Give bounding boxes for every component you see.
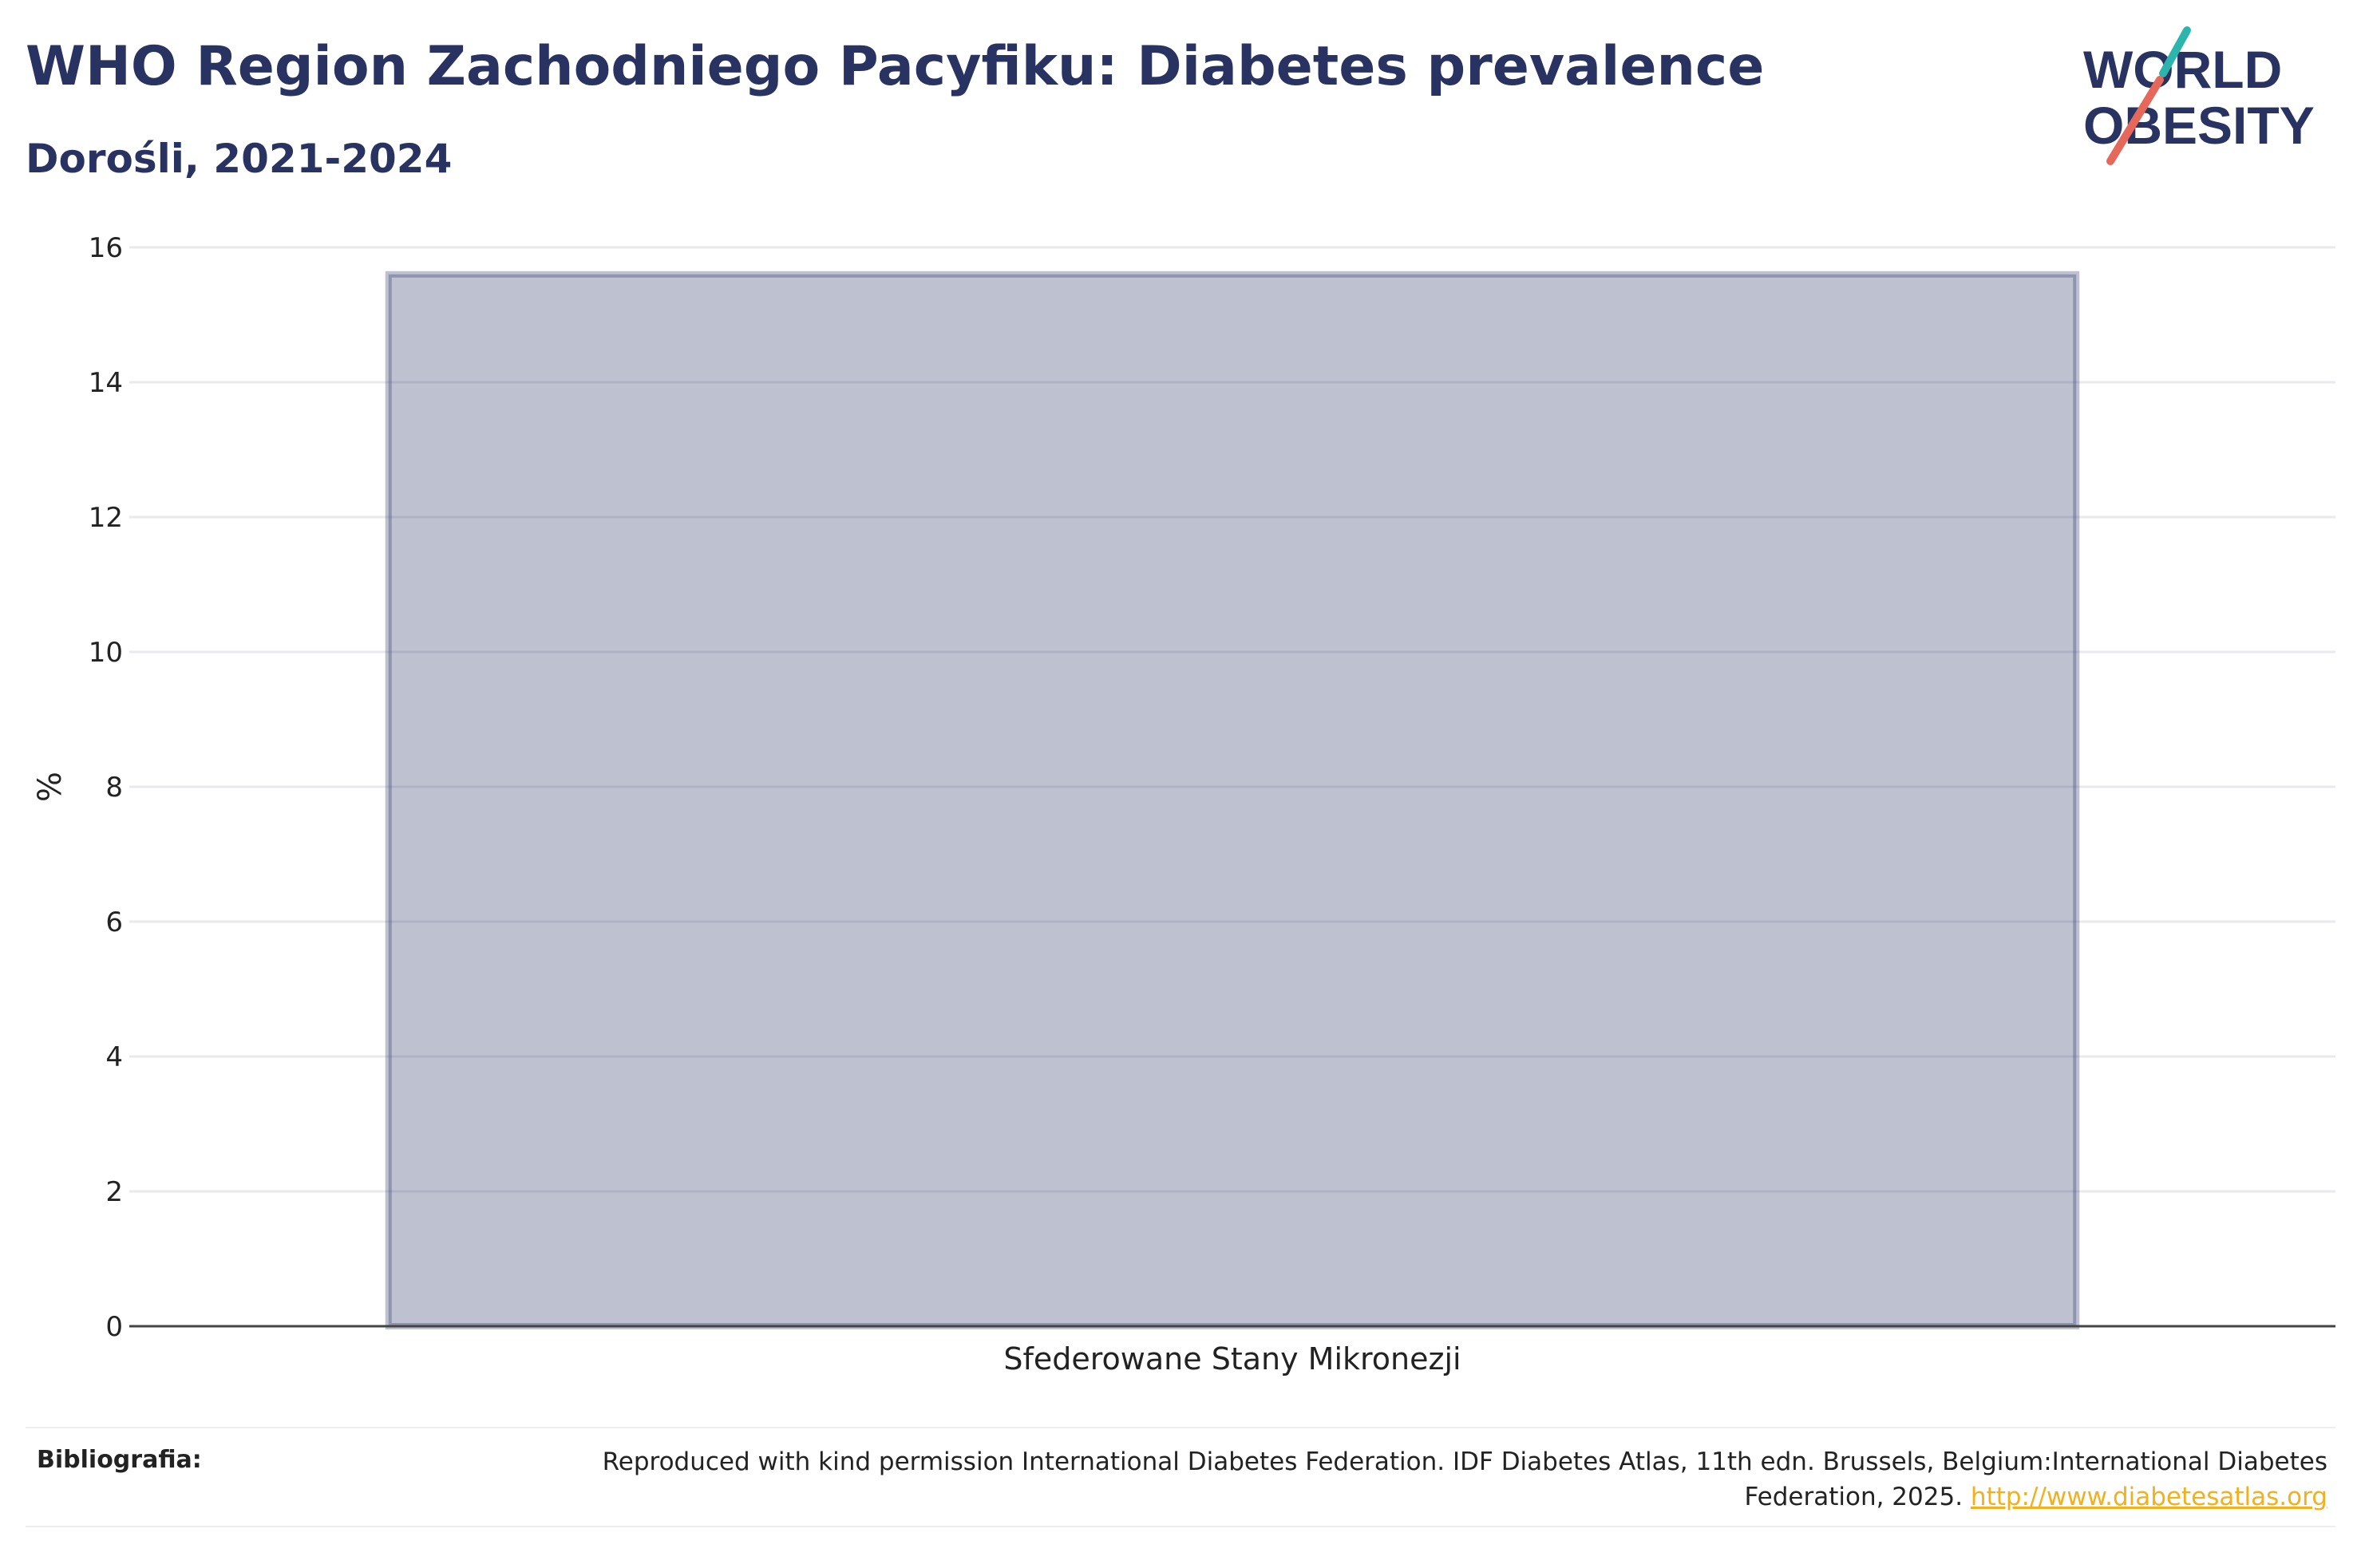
y-tick-label: 2 xyxy=(105,1176,123,1208)
bibliography-link[interactable]: http://www.diabetesatlas.org xyxy=(1970,1483,2327,1511)
y-tick-label: 12 xyxy=(89,502,123,534)
y-tick-label: 8 xyxy=(105,772,123,804)
bibliography-label: Bibliografia: xyxy=(37,1446,202,1474)
chart-subtitle: Dorośli, 2021-2024 xyxy=(26,136,453,182)
footer-divider-top xyxy=(26,1427,2335,1428)
bar-0[interactable] xyxy=(385,271,2080,1329)
logo-word-world: WORLD xyxy=(2083,40,2282,99)
bibliography-citation: Reproduced with kind permission Internat… xyxy=(602,1448,2327,1511)
y-tick-label: 10 xyxy=(89,637,123,669)
footer-divider-bottom xyxy=(26,1526,2335,1527)
grid-lines xyxy=(129,246,2335,1193)
bar-chart: 0 2 4 6 8 10 12 14 16 Sfederowane Stany Mikronezj… xyxy=(32,232,2335,1376)
bars xyxy=(385,271,2080,1329)
x-tick-label: Sfederowane Stany Mikronezji xyxy=(1003,1341,1461,1376)
axes: 0 2 4 6 8 10 12 14 16 Sfederowane Stany Mikronezj… xyxy=(32,232,2335,1376)
y-tick-label: 4 xyxy=(105,1041,123,1073)
bibliography-text: Reproduced with kind permission Internat… xyxy=(571,1444,2327,1515)
y-axis-label: % xyxy=(32,772,69,802)
logo-slash-bottom xyxy=(2106,76,2164,165)
y-tick-label: 6 xyxy=(105,906,123,938)
y-tick-label: 16 xyxy=(89,232,123,264)
logo-slash-top xyxy=(2159,26,2191,77)
y-tick-label: 14 xyxy=(89,367,123,399)
world-obesity-logo: WORLD OBESITY xyxy=(2083,26,2315,165)
y-tick-label: 0 xyxy=(105,1311,123,1343)
chart-title: WHO Region Zachodniego Pacyfiku: Diabete… xyxy=(26,35,1765,98)
